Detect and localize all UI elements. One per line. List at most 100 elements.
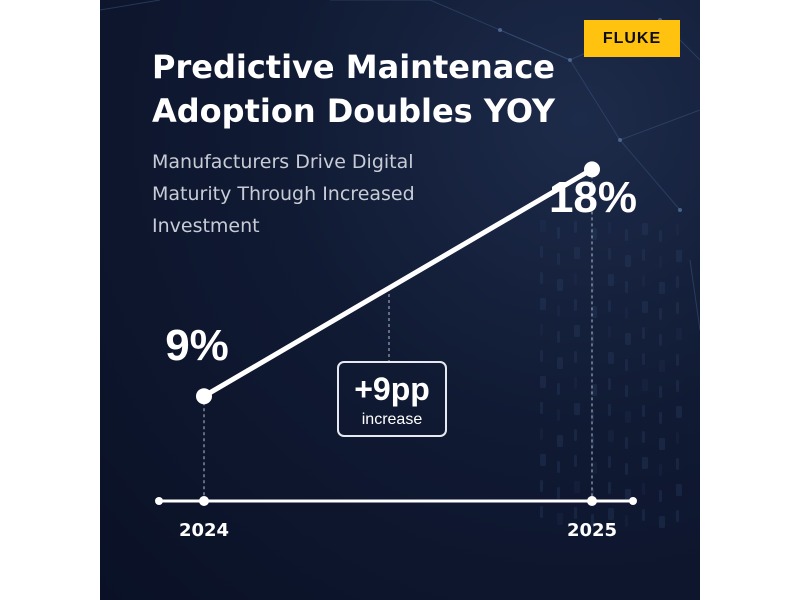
binary-glyph	[642, 431, 645, 443]
binary-glyph	[557, 435, 563, 447]
binary-glyph	[625, 489, 631, 501]
binary-glyph	[676, 354, 679, 366]
binary-glyph	[540, 324, 543, 336]
binary-glyph	[625, 437, 628, 449]
binary-glyph	[557, 331, 560, 343]
binary-glyph	[557, 279, 563, 291]
annotation-box	[337, 361, 447, 437]
line-chart: 2024 2025 9% 18% +9pp increase	[155, 161, 637, 541]
binary-glyph	[557, 227, 560, 239]
x-axis-tick	[587, 496, 597, 506]
chart-subtitle: Manufacturers Drive Digital Maturity Thr…	[152, 151, 415, 237]
chart-title: Predictive Maintenace Adoption Doubles Y…	[152, 48, 556, 130]
binary-glyph	[574, 481, 580, 493]
binary-glyph	[676, 380, 679, 392]
binary-glyph	[625, 333, 631, 345]
network-line	[569, 59, 621, 141]
binary-glyph	[540, 246, 543, 258]
binary-glyph	[642, 353, 645, 365]
binary-glyph	[676, 328, 682, 340]
binary-glyph	[608, 508, 614, 520]
binary-glyph	[659, 490, 662, 502]
binary-glyph	[540, 376, 546, 388]
binary-glyph	[659, 334, 662, 346]
binary-glyph	[642, 379, 648, 391]
binary-glyph	[676, 458, 679, 470]
binary-glyph	[574, 429, 577, 441]
binary-glyph	[540, 428, 543, 440]
annotation-value: +9pp	[354, 371, 430, 407]
binary-glyph	[540, 454, 546, 466]
binary-glyph	[642, 223, 648, 235]
network-line	[619, 139, 681, 211]
binary-glyph	[625, 229, 628, 241]
binary-glyph	[659, 256, 662, 268]
binary-glyph	[557, 305, 560, 317]
annotation-label: increase	[362, 411, 423, 428]
data-point	[584, 161, 600, 178]
binary-glyph	[659, 386, 662, 398]
x-axis-start-cap	[155, 497, 163, 505]
x-tick-label: 2024	[179, 520, 229, 541]
binary-glyph	[642, 405, 645, 417]
binary-glyph	[625, 281, 628, 293]
data-label: 18%	[549, 173, 637, 222]
binary-glyph	[557, 487, 560, 499]
binary-glyph	[608, 300, 611, 312]
binary-glyph	[642, 509, 645, 521]
infographic-card: FLUKE Predictive Maintenace Adoption Dou…	[100, 0, 700, 600]
binary-glyph	[574, 351, 577, 363]
logo-wordmark: FLUKE	[602, 29, 662, 47]
binary-glyph	[642, 327, 645, 339]
binary-glyph	[574, 247, 580, 259]
binary-glyph	[540, 506, 543, 518]
binary-glyph	[557, 513, 563, 525]
binary-glyph	[676, 432, 679, 444]
data-point	[196, 388, 212, 405]
binary-glyph	[642, 483, 645, 495]
binary-glyph	[608, 222, 611, 234]
binary-glyph	[676, 484, 682, 496]
binary-glyph	[574, 403, 580, 415]
binary-glyph	[574, 325, 580, 337]
binary-glyph	[659, 282, 665, 294]
binary-glyph	[557, 357, 563, 369]
x-tick-label: 2025	[567, 520, 617, 541]
binary-glyph	[557, 383, 560, 395]
network-node	[498, 28, 502, 32]
data-label: 9%	[165, 321, 229, 370]
binary-glyph	[625, 411, 631, 423]
binary-glyph	[608, 456, 611, 468]
network-node	[678, 208, 682, 212]
binary-glyph	[659, 360, 665, 372]
binary-glyph	[574, 507, 577, 519]
binary-glyph	[642, 301, 648, 313]
binary-glyph	[659, 308, 662, 320]
binary-glyph	[676, 276, 679, 288]
binary-glyph	[608, 430, 614, 442]
binary-glyph	[659, 412, 662, 424]
binary-glyph	[608, 274, 614, 286]
network-line	[619, 109, 700, 141]
binary-glyph	[642, 457, 648, 469]
binary-glyph	[540, 350, 543, 362]
binary-glyph	[676, 510, 679, 522]
x-axis-end-cap	[629, 497, 637, 505]
binary-glyph	[540, 480, 543, 492]
binary-glyph	[574, 377, 577, 389]
network-line	[100, 0, 161, 11]
binary-glyph	[625, 515, 628, 527]
x-axis-tick	[199, 496, 209, 506]
binary-glyph	[676, 250, 682, 262]
binary-glyph	[608, 404, 611, 416]
network-line	[499, 29, 571, 61]
series-line	[201, 166, 595, 399]
binary-glyph	[574, 299, 577, 311]
network-node	[618, 138, 622, 142]
binary-glyph	[659, 464, 662, 476]
binary-glyph	[676, 406, 682, 418]
binary-glyph	[608, 482, 611, 494]
binary-glyph	[676, 302, 679, 314]
binary-glyph	[608, 352, 614, 364]
binary-glyph	[676, 224, 679, 236]
